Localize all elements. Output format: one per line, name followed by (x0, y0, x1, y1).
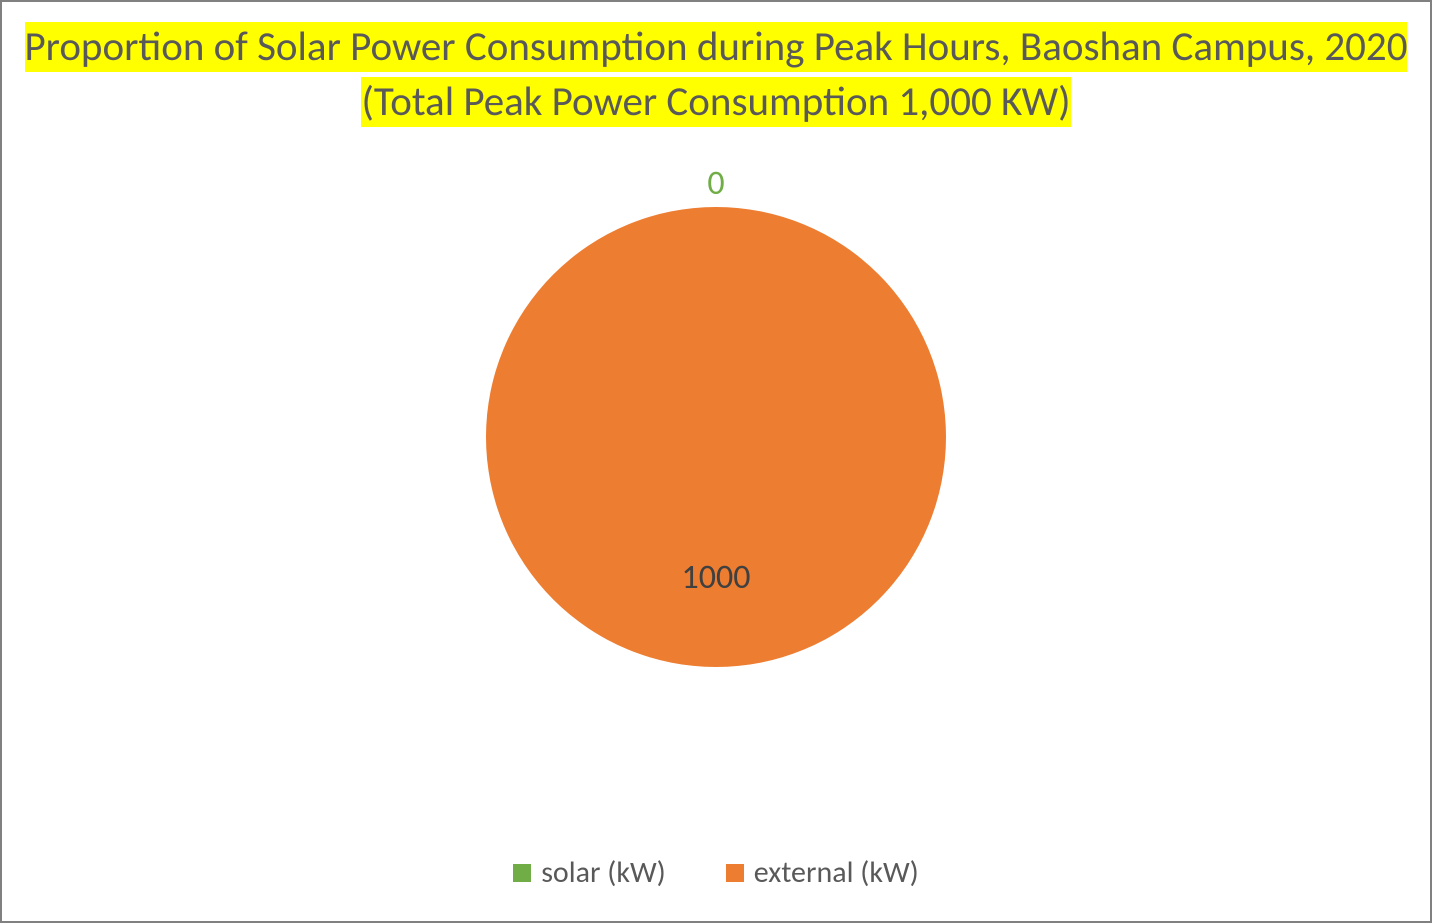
legend: solar (kW) external (kW) (513, 854, 919, 891)
chart-title: Proportion of Solar Power Consumption du… (2, 20, 1430, 131)
legend-item: external (kW) (726, 854, 919, 891)
legend-label: solar (kW) (541, 854, 666, 891)
data-label-solar: 0 (707, 167, 724, 201)
chart-frame: Proportion of Solar Power Consumption du… (0, 0, 1432, 923)
legend-swatch (726, 864, 744, 882)
chart-title-text: Proportion of Solar Power Consumption du… (25, 22, 1408, 127)
data-label-external: 1000 (682, 561, 751, 595)
pie-area: 0 1000 (2, 167, 1430, 854)
legend-swatch (513, 864, 531, 882)
pie-slice-external: 1000 (486, 207, 946, 667)
legend-label: external (kW) (754, 854, 919, 891)
legend-item: solar (kW) (513, 854, 666, 891)
